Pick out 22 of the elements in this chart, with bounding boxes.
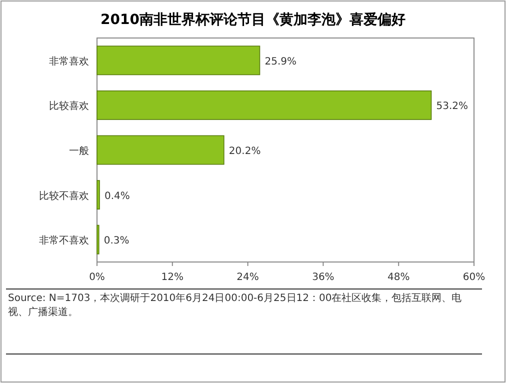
y-tick-label: 一般 — [69, 146, 89, 157]
x-tick-label: 12% — [161, 272, 184, 283]
bar — [96, 90, 432, 120]
y-tick-label: 比较喜欢 — [49, 100, 89, 112]
chart-title: 2010南非世界杯评论节目《黄加李泡》喜爱偏好 — [100, 11, 406, 28]
bar — [96, 135, 224, 165]
data-label: 0.3% — [104, 236, 130, 247]
data-label: 25.9% — [264, 56, 297, 68]
data-label: 53.2% — [436, 101, 468, 112]
y-tick-label: 比较不喜欢 — [39, 190, 89, 202]
x-tick-label: 48% — [387, 272, 410, 283]
data-label: 20.2% — [228, 146, 261, 157]
bar — [96, 180, 100, 210]
y-tick-label: 非常喜欢 — [49, 55, 89, 68]
bar — [96, 46, 260, 76]
x-tick-label: 60% — [462, 272, 486, 283]
y-tick-label: 非常不喜欢 — [39, 234, 89, 247]
source-note: Source: N=1703，本次调研于2010年6月24日00:00-6月25日12：00在社区收集，包括互联网、电视、广播渠道。 — [8, 292, 463, 320]
x-tick-label: 0% — [89, 272, 105, 283]
x-tick-label: 24% — [236, 272, 259, 283]
x-tick-label: 36% — [312, 272, 334, 283]
data-label: 0.4% — [104, 190, 130, 202]
